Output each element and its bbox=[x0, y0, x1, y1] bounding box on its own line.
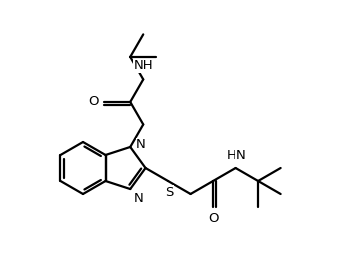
Text: N: N bbox=[134, 192, 144, 205]
Text: N: N bbox=[236, 149, 245, 162]
Text: O: O bbox=[89, 95, 99, 109]
Text: N: N bbox=[136, 139, 146, 151]
Text: NH: NH bbox=[133, 59, 153, 72]
Text: S: S bbox=[165, 186, 173, 199]
Text: H: H bbox=[227, 149, 237, 162]
Text: O: O bbox=[208, 212, 218, 225]
